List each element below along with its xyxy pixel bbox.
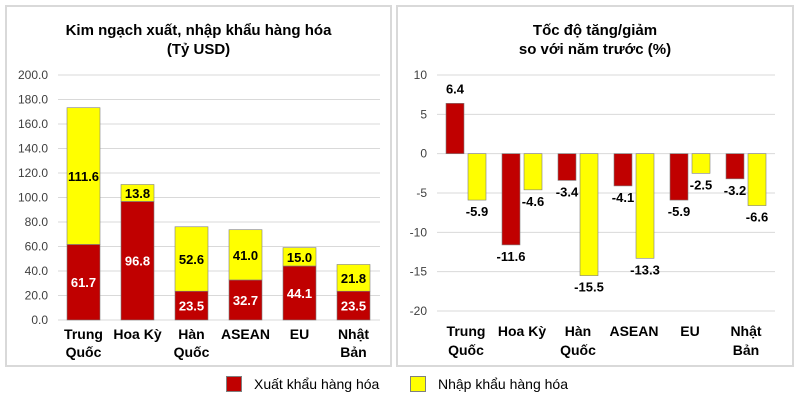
category-label: Hàn xyxy=(565,323,591,339)
category-label: EU xyxy=(680,323,699,339)
import-data-label: -13.3 xyxy=(630,262,660,277)
category-label: Trung xyxy=(447,323,486,339)
import-data-label: -5.9 xyxy=(466,204,488,219)
import-bar xyxy=(66,107,101,245)
right-chart-title: Tốc độ tăng/giảm so với năm trước (%) xyxy=(398,21,792,59)
export-data-label: -3.2 xyxy=(724,183,746,198)
left-chart-title: Kim ngạch xuất, nhập khẩu hàng hóa (Tỷ U… xyxy=(7,21,390,59)
export-data-label: -4.1 xyxy=(612,190,634,205)
y-tick-label: -10 xyxy=(410,225,428,239)
category-label: Bản xyxy=(340,344,366,360)
import-bar xyxy=(635,153,655,259)
y-tick-label: 200.0 xyxy=(18,68,48,82)
y-tick-label: 10 xyxy=(414,68,428,82)
export-data-label: 96.8 xyxy=(125,254,150,269)
title-line: Tốc độ tăng/giảm xyxy=(532,22,658,39)
category-label: EU xyxy=(290,326,309,342)
y-tick-label: 180.0 xyxy=(18,93,48,107)
category-label: Quốc xyxy=(174,344,210,360)
y-tick-label: 40.0 xyxy=(25,264,49,278)
category-label: Hàn xyxy=(178,326,204,342)
export-bar xyxy=(174,290,209,321)
export-data-label: 23.5 xyxy=(341,299,366,314)
import-data-label: 15.0 xyxy=(287,250,312,265)
legend-label: Nhập khẩu hàng hóa xyxy=(438,376,568,392)
import-bar xyxy=(282,247,317,267)
y-tick-label: 140.0 xyxy=(18,142,48,156)
category-label: ASEAN xyxy=(221,326,270,342)
y-tick-label: -15 xyxy=(410,265,428,279)
import-data-label: 13.8 xyxy=(125,186,150,201)
import-bar xyxy=(120,184,155,202)
y-tick-label: 160.0 xyxy=(18,117,48,131)
export-data-label: -3.4 xyxy=(556,184,579,199)
category-label: Quốc xyxy=(560,342,596,358)
title-line: Kim ngạch xuất, nhập khẩu hàng hóa xyxy=(65,22,332,39)
legend-item-import: Nhập khẩu hàng hóa xyxy=(410,376,568,392)
y-tick-label: 80.0 xyxy=(25,215,49,229)
category-label: Quốc xyxy=(66,344,102,360)
import-bar xyxy=(523,153,543,191)
category-label: ASEAN xyxy=(609,323,658,339)
import-data-label: -4.6 xyxy=(522,194,544,209)
export-data-label: 44.1 xyxy=(287,286,312,301)
legend-swatch-export xyxy=(226,376,242,392)
y-tick-label: 100.0 xyxy=(18,191,48,205)
legend: Xuất khẩu hàng hóa Nhập khẩu hàng hóa xyxy=(0,376,800,396)
export-data-label: -5.9 xyxy=(668,204,690,219)
y-tick-label: -5 xyxy=(416,186,427,200)
export-bar xyxy=(613,153,633,187)
import-bar xyxy=(228,229,263,281)
category-label: Trung xyxy=(64,326,103,342)
export-bar xyxy=(228,279,263,321)
import-data-label: 52.6 xyxy=(179,252,204,267)
export-bar xyxy=(336,290,371,321)
import-bar xyxy=(336,264,371,292)
import-bar xyxy=(691,153,711,174)
export-data-label: -11.6 xyxy=(497,249,526,264)
category-label: Bản xyxy=(733,342,759,358)
legend-swatch-import xyxy=(410,376,426,392)
category-label: Nhật xyxy=(338,326,369,342)
export-bar xyxy=(445,103,465,154)
export-data-label: 32.7 xyxy=(233,293,258,308)
y-tick-label: 5 xyxy=(420,107,427,121)
category-label: Nhật xyxy=(730,323,761,339)
y-tick-label: -20 xyxy=(410,304,428,318)
export-bar xyxy=(557,153,577,181)
export-bar xyxy=(66,244,101,321)
y-tick-label: 20.0 xyxy=(25,289,49,303)
import-bar xyxy=(467,153,487,201)
y-tick-label: 0.0 xyxy=(31,313,48,327)
import-data-label: -6.6 xyxy=(746,210,768,225)
export-data-label: 23.5 xyxy=(179,299,204,314)
subtitle-line: so với năm trước (%) xyxy=(518,41,672,58)
subtitle-line: (Tỷ USD) xyxy=(166,41,231,58)
import-bar xyxy=(174,226,209,292)
legend-item-export: Xuất khẩu hàng hóa xyxy=(226,376,379,392)
import-bar xyxy=(579,153,599,276)
legend-label: Xuất khẩu hàng hóa xyxy=(254,376,380,392)
y-tick-label: 120.0 xyxy=(18,166,48,180)
export-bar xyxy=(282,265,317,321)
y-tick-label: 0 xyxy=(420,147,427,161)
category-label: Hoa Kỳ xyxy=(113,326,161,342)
category-label: Quốc xyxy=(448,342,484,358)
export-bar xyxy=(669,153,689,201)
import-data-label: -15.5 xyxy=(574,280,604,295)
import-bar xyxy=(747,153,767,206)
import-data-label: 41.0 xyxy=(233,248,258,263)
export-data-label: 6.4 xyxy=(446,81,465,96)
export-bar xyxy=(501,153,521,246)
category-label: Hoa Kỳ xyxy=(498,323,546,339)
import-data-label: -2.5 xyxy=(690,177,712,192)
export-bar xyxy=(725,153,745,180)
import-data-label: 111.6 xyxy=(68,169,99,184)
y-tick-label: 60.0 xyxy=(25,240,49,254)
import-data-label: 21.8 xyxy=(341,271,366,286)
export-data-label: 61.7 xyxy=(71,275,96,290)
